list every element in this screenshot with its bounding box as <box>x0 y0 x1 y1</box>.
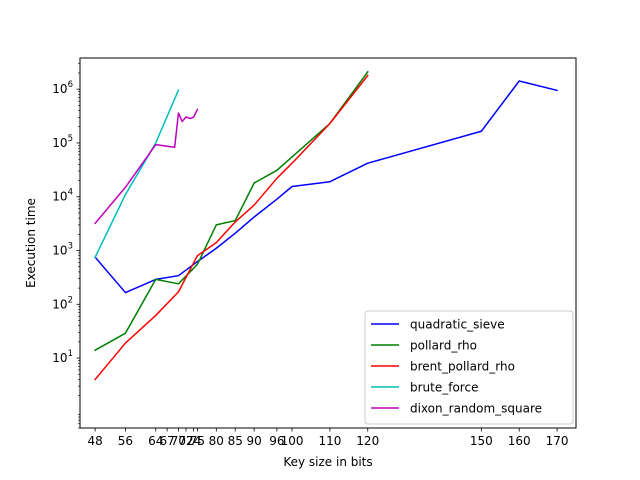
x-axis-title: Key size in bits <box>283 455 372 469</box>
legend-label: brent_pollard_rho <box>410 360 515 374</box>
x-tick-label: 56 <box>118 434 133 448</box>
series-line-brute-force <box>94 89 180 259</box>
x-tick-label: 85 <box>228 434 243 448</box>
x-tick-label: 75 <box>190 434 205 448</box>
legend-label: quadratic_sieve <box>410 318 505 332</box>
x-tick-label: 80 <box>209 434 224 448</box>
y-tick-label: 101 <box>52 349 73 365</box>
y-tick-label: 103 <box>52 241 73 257</box>
legend-label: brute_force <box>410 381 478 395</box>
x-tick-label: 72 <box>178 434 193 448</box>
y-axis: 101 102 103 104 105 106 <box>52 63 80 429</box>
legend-box <box>364 310 574 425</box>
x-tick-label: 67 <box>159 434 174 448</box>
x-tick-label: 100 <box>281 434 304 448</box>
y-axis-title: Execution time <box>24 198 38 288</box>
x-tick-label: 64 <box>148 434 163 448</box>
y-tick-label: 106 <box>52 80 73 96</box>
legend-label: pollard_rho <box>410 339 477 353</box>
x-tick-label: 150 <box>470 434 493 448</box>
x-tick-label: 120 <box>356 434 379 448</box>
series-line-pollard-rho <box>94 70 369 352</box>
series-line-quadratic-sieve <box>94 80 558 294</box>
y-tick-label: 104 <box>52 188 73 204</box>
legend-label: dixon_random_square <box>410 402 542 416</box>
x-tick-label: 74 <box>186 434 201 448</box>
series-layer <box>94 70 558 381</box>
x-tick-label: 96 <box>269 434 284 448</box>
x-tick-label: 160 <box>508 434 531 448</box>
x-tick-label: 170 <box>546 434 569 448</box>
legend: quadratic_sieve pollard_rho brent_pollard_… <box>364 310 574 425</box>
y-tick-label: 105 <box>52 134 73 150</box>
plot-frame <box>79 57 577 429</box>
x-tick-label: 90 <box>247 434 262 448</box>
series-line-brent-pollard-rho <box>94 74 369 381</box>
x-tick-label: 70 <box>171 434 186 448</box>
series-line-dixon-random-square <box>94 108 199 225</box>
y-tick-label: 102 <box>52 295 73 311</box>
x-tick-label: 48 <box>88 434 103 448</box>
x-tick-label: 110 <box>318 434 341 448</box>
